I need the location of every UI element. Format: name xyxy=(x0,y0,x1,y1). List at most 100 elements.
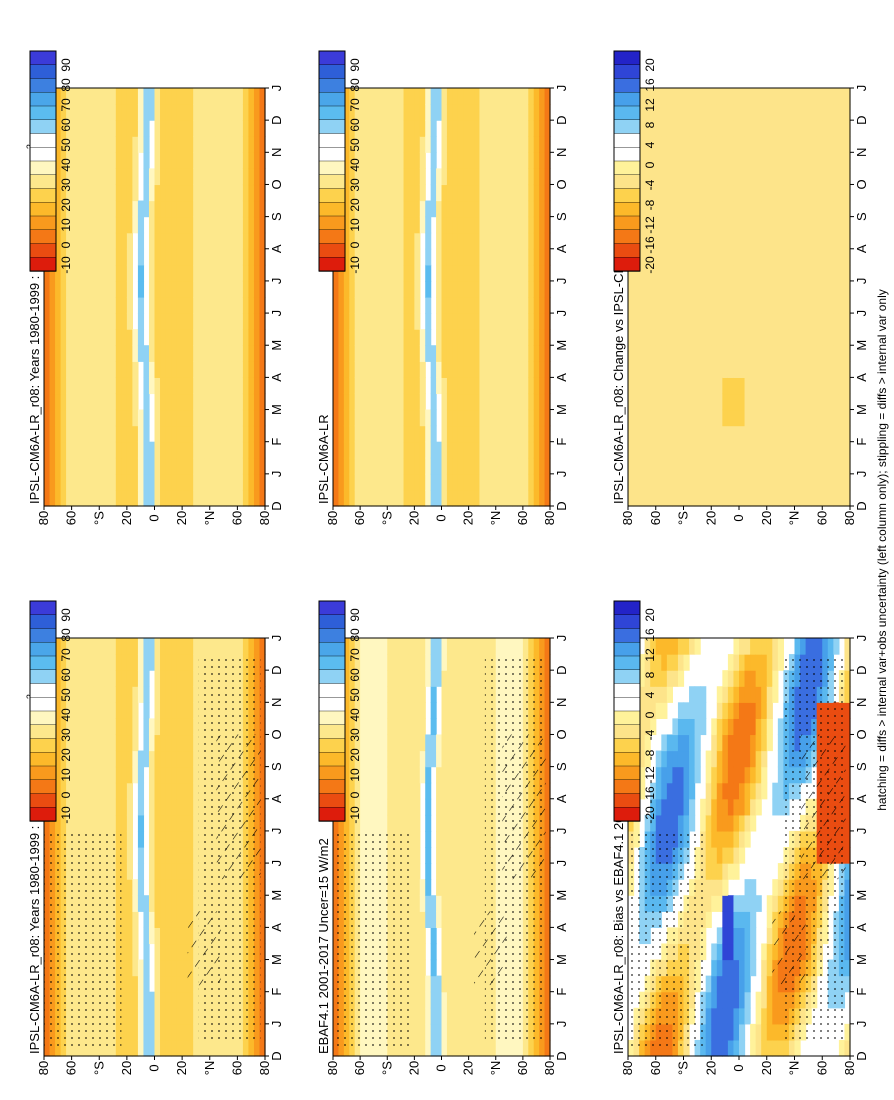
heatmap-cell xyxy=(490,425,497,443)
heatmap-cell xyxy=(403,782,410,800)
heatmap-cell xyxy=(349,734,356,752)
heatmap-cell xyxy=(441,377,448,395)
heatmap-cell xyxy=(425,895,432,912)
heatmap-cell xyxy=(193,782,200,800)
heatmap-cell xyxy=(761,718,768,736)
heatmap-cell xyxy=(349,654,356,671)
heatmap-cell xyxy=(474,638,481,655)
heatmap-cell xyxy=(533,136,540,153)
heatmap-cell xyxy=(446,473,453,491)
heatmap-cell xyxy=(436,975,443,993)
heatmap-cell xyxy=(408,441,415,459)
heatmap-cell xyxy=(99,345,106,362)
heatmap-cell xyxy=(171,1039,178,1057)
y-tick-label: 60 xyxy=(352,511,367,525)
heatmap-cell xyxy=(419,345,426,362)
heatmap-cell xyxy=(452,200,459,218)
heatmap-cell xyxy=(517,329,524,346)
heatmap-cell xyxy=(408,152,415,169)
heatmap-cell xyxy=(425,1039,432,1057)
heatmap-cell xyxy=(430,425,437,443)
heatmap-cell xyxy=(137,297,145,314)
heatmap-cell xyxy=(71,457,78,475)
heatmap-cell xyxy=(99,280,106,298)
x-tick-label: A xyxy=(269,794,284,803)
heatmap-cell xyxy=(49,377,56,395)
heatmap-cell xyxy=(354,750,361,768)
heatmap-cell xyxy=(522,216,529,234)
heatmap-cell xyxy=(176,216,183,234)
stippling xyxy=(44,830,122,1047)
heatmap-cell xyxy=(242,638,250,655)
heatmap-cell xyxy=(165,863,172,880)
heatmap-cell xyxy=(474,798,481,816)
heatmap-cell xyxy=(739,991,746,1009)
heatmap-cell xyxy=(220,152,227,169)
heatmap-cell xyxy=(209,441,216,459)
heatmap-cell xyxy=(457,457,464,475)
colorbar-swatch xyxy=(318,147,346,162)
heatmap-cell xyxy=(772,782,779,800)
heatmap-cell xyxy=(360,750,367,768)
heatmap-cell xyxy=(226,168,233,186)
heatmap-cell xyxy=(539,473,546,491)
colorbar-label: 70 xyxy=(59,98,73,112)
heatmap-cell xyxy=(408,329,415,346)
heatmap-cell xyxy=(349,638,356,655)
heatmap-cell xyxy=(441,847,448,864)
heatmap-cell xyxy=(506,280,513,298)
heatmap-cell xyxy=(182,345,189,362)
heatmap-cell xyxy=(259,377,266,395)
heatmap-cell xyxy=(381,88,388,105)
heatmap-cell xyxy=(143,654,150,671)
heatmap-cell xyxy=(360,1039,367,1057)
heatmap-cell xyxy=(143,457,150,475)
heatmap-cell xyxy=(165,264,172,282)
heatmap-cell xyxy=(231,361,238,378)
heatmap-cell xyxy=(370,313,377,330)
heatmap-cell xyxy=(143,136,150,153)
heatmap-cell xyxy=(148,1039,156,1057)
heatmap-cell xyxy=(231,152,238,169)
heatmap-cell xyxy=(672,638,679,655)
heatmap-cell xyxy=(539,280,546,298)
heatmap-cell xyxy=(441,1039,448,1057)
x-tick-label: F xyxy=(269,438,284,446)
heatmap-cell xyxy=(259,104,266,121)
heatmap-cell xyxy=(242,232,250,250)
heatmap-cell xyxy=(544,975,551,993)
heatmap-cell xyxy=(517,425,524,443)
heatmap-cell xyxy=(528,329,535,346)
heatmap-cell xyxy=(215,393,222,411)
heatmap-cell xyxy=(408,702,415,719)
heatmap-cell xyxy=(517,457,524,475)
heatmap-cell xyxy=(452,782,459,800)
heatmap-cell xyxy=(468,863,475,880)
heatmap-cell xyxy=(376,152,383,169)
heatmap-cell xyxy=(148,313,156,330)
heatmap-cell xyxy=(446,943,453,961)
heatmap-cell xyxy=(99,798,106,816)
heatmap-cell xyxy=(71,734,78,752)
heatmap-cell xyxy=(436,638,443,655)
heatmap-cell xyxy=(727,1039,735,1057)
heatmap-cell xyxy=(160,104,167,121)
heatmap-cell xyxy=(165,911,172,928)
heatmap-cell xyxy=(126,991,133,1009)
heatmap-cell xyxy=(343,313,350,330)
heatmap-cell xyxy=(528,88,535,105)
heatmap-cell xyxy=(468,104,475,121)
heatmap-cell xyxy=(237,377,244,395)
heatmap-cell xyxy=(77,814,84,832)
heatmap-cell xyxy=(522,280,529,298)
heatmap-cell xyxy=(457,798,464,816)
heatmap-cell xyxy=(392,798,399,816)
heatmap-cell xyxy=(132,702,139,719)
heatmap-cell xyxy=(436,991,443,1009)
heatmap-cell xyxy=(148,718,156,736)
heatmap-cell xyxy=(193,232,200,250)
heatmap-cell xyxy=(360,345,367,362)
heatmap-cell xyxy=(661,1039,668,1057)
heatmap-cell xyxy=(182,441,189,459)
